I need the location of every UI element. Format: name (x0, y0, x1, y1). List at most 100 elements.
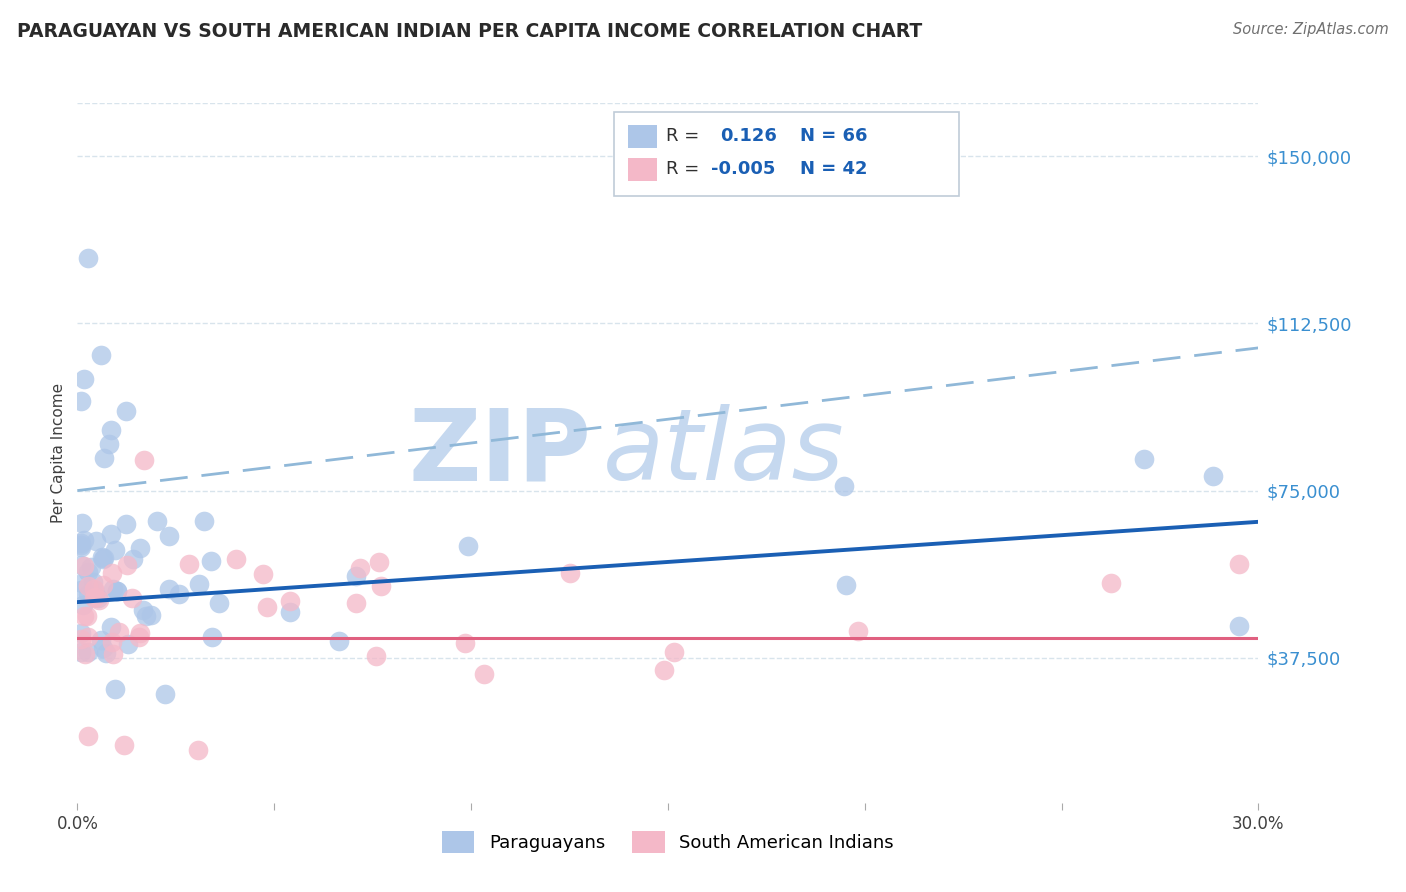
Point (70, 575, 93, 590)
Point (832, 478, 855, 492)
Point (70, 540, 93, 554)
Point (664, 644, 686, 658)
Point (129, 541, 152, 556)
Text: -0.005: -0.005 (711, 161, 776, 178)
Point (132, 452, 155, 467)
Point (98, 437, 121, 451)
Text: atlas: atlas (603, 404, 845, 501)
Point (73, 559, 96, 574)
Point (84, 533, 107, 548)
Point (93, 551, 115, 566)
Point (187, 742, 209, 756)
Point (1202, 468, 1225, 483)
Point (73, 647, 96, 661)
Point (76, 587, 98, 601)
Point (139, 608, 162, 623)
Text: R =: R = (666, 161, 706, 178)
Point (91, 640, 114, 655)
Point (344, 569, 367, 583)
Point (77, 631, 100, 645)
Point (83, 591, 105, 606)
Point (201, 630, 224, 644)
Point (117, 637, 139, 651)
Point (91, 578, 114, 592)
Y-axis label: Per Capita Income: Per Capita Income (51, 383, 66, 523)
Point (77, 251, 100, 265)
Point (90, 348, 112, 362)
Point (370, 579, 392, 593)
Point (112, 738, 135, 752)
Point (70, 625, 93, 640)
Point (115, 404, 138, 418)
Point (70, 632, 93, 646)
Point (252, 567, 274, 582)
Point (121, 591, 143, 605)
Point (93, 450, 115, 465)
Point (652, 663, 675, 677)
Point (70, 558, 93, 573)
Point (135, 608, 157, 623)
Point (157, 582, 180, 597)
Point (128, 626, 150, 640)
Point (72, 598, 94, 612)
Point (104, 681, 127, 696)
Point (200, 554, 222, 568)
Point (80, 560, 103, 574)
Point (83, 582, 105, 597)
Point (87, 591, 110, 606)
Text: N = 42: N = 42 (800, 161, 868, 178)
Point (84, 591, 107, 605)
Point (100, 527, 122, 541)
Point (107, 625, 129, 640)
Point (91, 549, 114, 564)
Point (72, 516, 94, 531)
Point (73, 533, 96, 547)
Point (193, 514, 215, 528)
Text: R =: R = (666, 128, 706, 145)
Text: Source: ZipAtlas.com: Source: ZipAtlas.com (1233, 22, 1389, 37)
Text: 0.126: 0.126 (720, 128, 776, 145)
Point (100, 423, 122, 437)
Point (115, 517, 138, 532)
Point (100, 620, 122, 634)
Point (367, 555, 389, 569)
Point (82, 574, 104, 589)
Point (225, 552, 247, 566)
Point (77, 645, 100, 659)
Point (90, 632, 112, 647)
Point (76, 578, 98, 592)
Point (115, 558, 138, 573)
Point (1227, 558, 1250, 572)
Point (77, 729, 100, 743)
Point (328, 634, 350, 648)
Text: N = 66: N = 66 (800, 128, 868, 145)
Point (77, 566, 100, 580)
Point (70, 582, 93, 597)
Point (364, 649, 387, 664)
Point (91, 552, 114, 566)
Point (70, 645, 93, 659)
Point (188, 577, 211, 591)
Point (278, 594, 301, 608)
Point (94, 647, 117, 661)
Point (76, 608, 98, 623)
Point (100, 635, 122, 649)
Point (132, 602, 155, 616)
Point (83, 582, 105, 597)
Point (101, 566, 124, 580)
Point (344, 596, 367, 610)
Point (103, 648, 125, 662)
Point (157, 529, 180, 543)
Point (457, 539, 479, 553)
Point (1133, 452, 1156, 467)
Point (101, 582, 124, 596)
Point (558, 566, 581, 581)
Point (179, 557, 201, 571)
Point (73, 371, 96, 385)
Point (278, 605, 301, 619)
Text: PARAGUAYAN VS SOUTH AMERICAN INDIAN PER CAPITA INCOME CORRELATION CHART: PARAGUAYAN VS SOUTH AMERICAN INDIAN PER … (17, 22, 922, 41)
Point (70, 538, 93, 552)
Point (1099, 576, 1122, 591)
Point (1227, 619, 1250, 633)
Point (453, 636, 475, 650)
